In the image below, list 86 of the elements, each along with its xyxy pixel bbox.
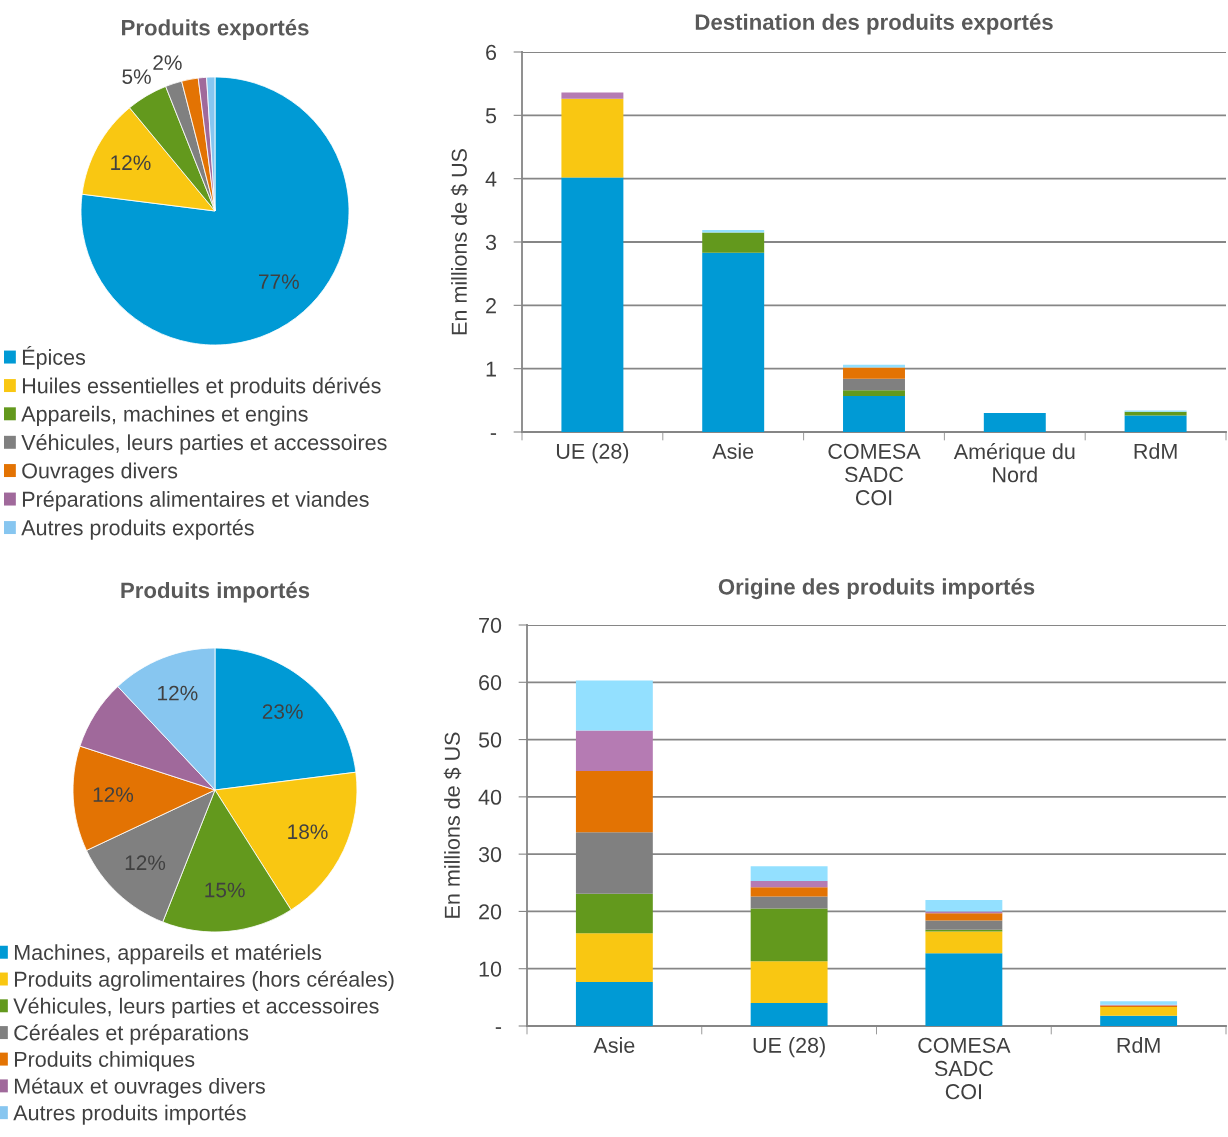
legend-label: Autres produits importés (13, 1104, 246, 1125)
x-tick-label: COMESA SADC COI (828, 443, 921, 506)
bar (925, 953, 1003, 1026)
y-tick-label: 3 (485, 234, 497, 251)
bar (1100, 1015, 1178, 1026)
bar (843, 367, 905, 379)
data-label: 23% (262, 704, 303, 719)
bar (1124, 415, 1187, 432)
bar (843, 395, 905, 432)
bar (575, 933, 653, 982)
legend-label: Produits agrolimentaires (hors céréales) (14, 970, 394, 992)
bar (843, 378, 905, 391)
bar (750, 896, 828, 909)
chart-title: Origine des produits importés (718, 578, 1035, 600)
y-axis-title: En millions de $ US (443, 732, 462, 918)
y-tick-label: 60 (479, 675, 502, 691)
bar (983, 413, 1046, 432)
chart-title: Produits exportés (122, 19, 309, 40)
y-tick-label: 1 (486, 361, 496, 377)
legend-label: Véhicules, leurs parties et accessoires (13, 997, 379, 1018)
x-tick-label: Amérique du Nord (953, 443, 1075, 483)
x-tick-label: UE (28) (556, 443, 629, 464)
bar (925, 931, 1003, 954)
chart-title: Produits importés (121, 581, 310, 603)
legend-label: Produits chimiques (14, 1051, 195, 1072)
data-label: 18% (288, 824, 328, 840)
x-tick-label: UE (28) (753, 1037, 825, 1058)
bar (561, 98, 624, 178)
bar (575, 893, 653, 934)
data-label: 5% (122, 69, 151, 84)
data-label: 2% (153, 55, 182, 70)
y-tick-label: 40 (478, 789, 502, 805)
y-tick-label: 70 (479, 617, 502, 634)
data-label: 77% (259, 274, 299, 289)
bar (750, 908, 828, 962)
y-tick-label: 4 (485, 171, 497, 187)
legend-label: Appareils, machines et engins (21, 405, 308, 426)
data-label: 12% (111, 155, 151, 171)
legend-label: Huiles essentielles et produits dérivés (22, 377, 381, 398)
legend-label: Métaux et ouvrages divers (14, 1077, 265, 1098)
y-tick-label: 30 (478, 846, 502, 863)
legend-label: Machines, appareils et matériels (14, 944, 322, 965)
y-tick-label: - (490, 433, 497, 435)
bar (925, 913, 1003, 921)
bar (750, 961, 828, 1004)
legend-label: Préparations alimentaires et viandes (22, 490, 369, 512)
data-label: 12% (125, 855, 166, 871)
bar (1100, 1007, 1178, 1016)
data-label: 12% (158, 685, 198, 701)
x-tick-label: RdM (1117, 1037, 1160, 1053)
bar (561, 92, 624, 99)
x-tick-label: Asie (712, 443, 754, 459)
bar (575, 771, 653, 833)
legend-label: Autres produits exportés (21, 519, 254, 540)
data-label: 15% (205, 882, 245, 898)
legend-label: Ouvrages divers (22, 462, 178, 483)
bar (750, 887, 828, 897)
bar (575, 730, 653, 772)
legend-label: Céréales et préparations (14, 1024, 249, 1045)
y-tick-label: 6 (486, 44, 497, 61)
legend-label: Épices (22, 346, 86, 370)
bar (750, 1003, 828, 1026)
y-tick-label: 50 (478, 732, 502, 748)
data-label: 12% (93, 787, 134, 802)
bar (702, 252, 765, 432)
bar (750, 866, 828, 882)
bar (750, 881, 828, 888)
y-tick-label: 5 (485, 108, 497, 124)
bar (702, 232, 765, 253)
y-tick-label: - (495, 1027, 502, 1029)
bar (575, 981, 653, 1026)
bar (925, 899, 1003, 912)
x-tick-label: COMESA SADC COI (918, 1037, 1011, 1100)
legend-label: Véhicules, leurs parties et accessoires (21, 434, 387, 455)
y-axis-title: En millions de $ US (450, 149, 469, 335)
chart-title: Destination des produits exportés (695, 13, 1053, 35)
y-tick-label: 2 (486, 298, 496, 314)
bar (561, 177, 624, 432)
y-tick-label: 20 (479, 904, 502, 920)
y-tick-label: 10 (479, 961, 502, 977)
bar (925, 920, 1003, 930)
x-tick-label: RdM (1134, 443, 1177, 459)
bar (1124, 411, 1187, 416)
bar (843, 390, 905, 396)
x-tick-label: Asie (593, 1037, 635, 1053)
bar (575, 680, 653, 731)
